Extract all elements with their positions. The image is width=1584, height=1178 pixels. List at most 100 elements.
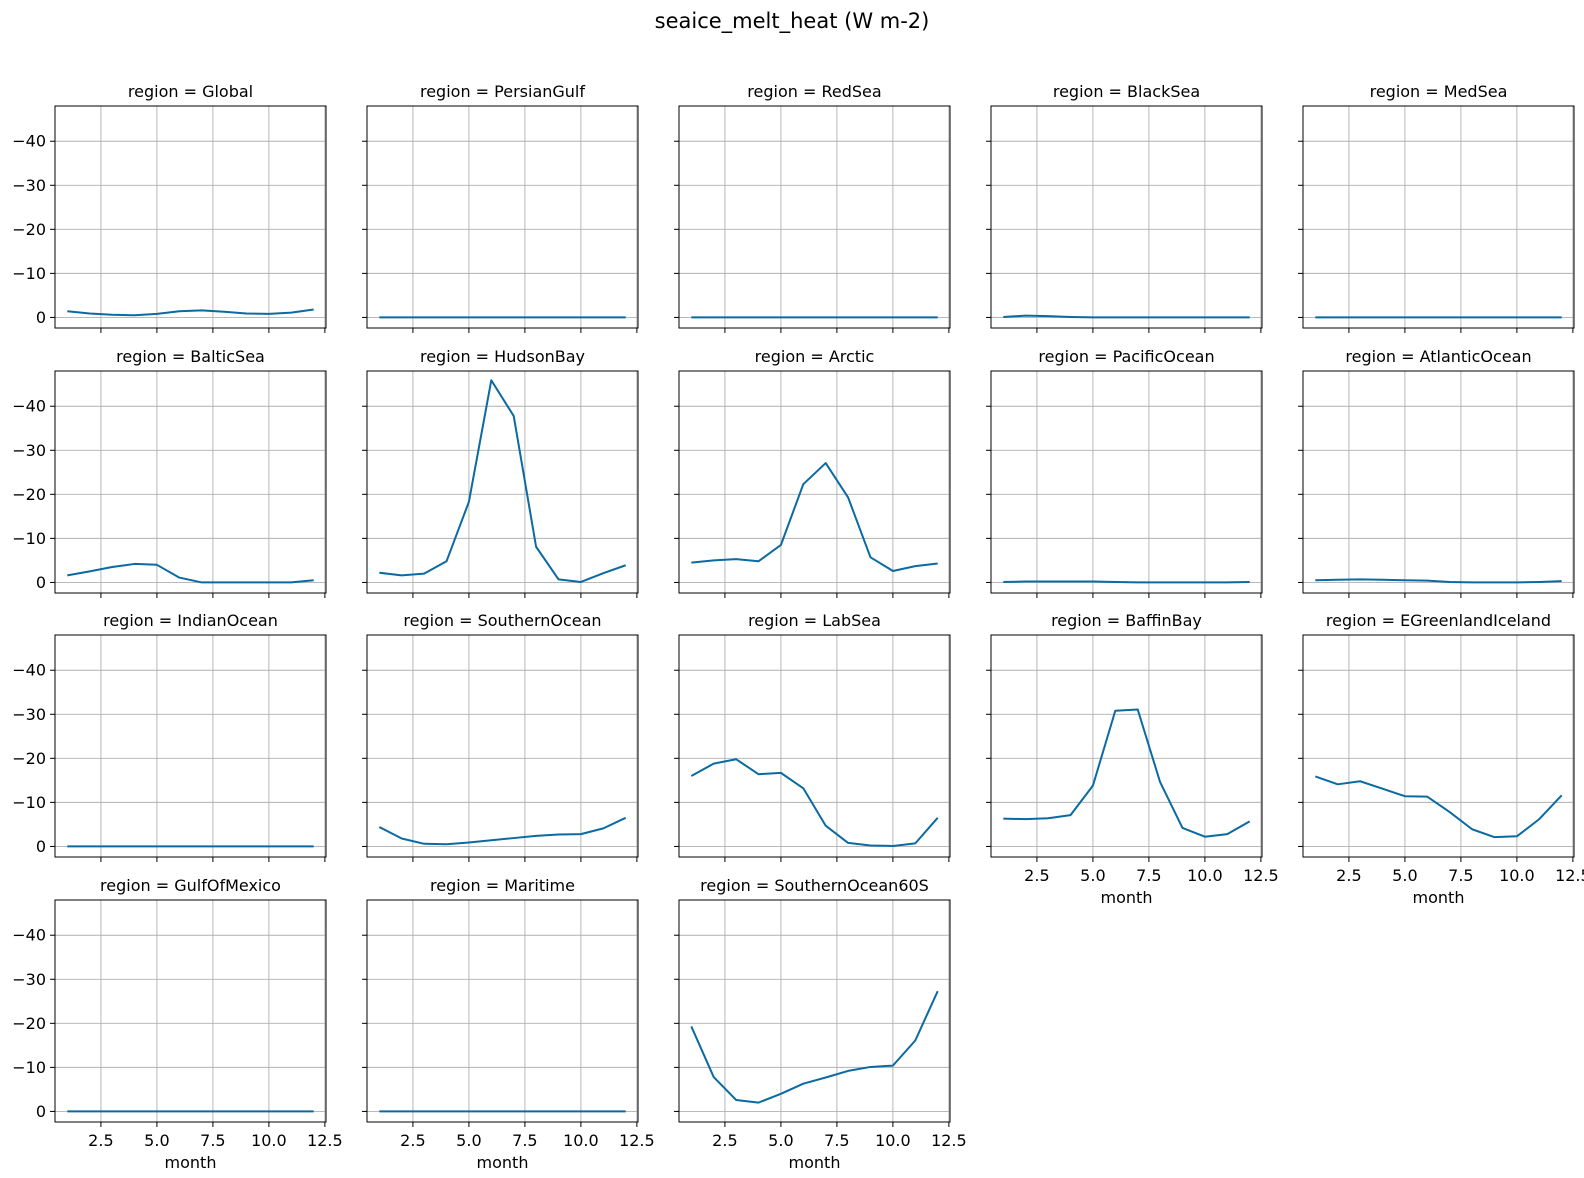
y-tick-label: −20 <box>12 1014 46 1033</box>
panel-title: region = Arctic <box>755 347 875 366</box>
x-axis-label: month <box>1101 888 1153 907</box>
x-tick-label: 2.5 <box>712 1131 737 1150</box>
series-line-HudsonBay <box>379 379 627 583</box>
panel-Arctic: region = Arctic <box>674 347 951 598</box>
y-tick-label: −30 <box>12 705 46 724</box>
y-tick-label: −40 <box>12 926 46 945</box>
axes-frame <box>678 899 951 1123</box>
x-tick-label: 5.0 <box>144 1131 169 1150</box>
x-tick-label: 7.5 <box>824 1131 849 1150</box>
axes-frame <box>54 105 327 329</box>
axes-frame <box>366 370 639 594</box>
panel-RedSea: region = RedSea <box>674 82 951 333</box>
x-tick-label: 12.5 <box>1243 866 1279 885</box>
x-tick-label: 2.5 <box>1024 866 1049 885</box>
x-tick-label: 7.5 <box>1136 866 1161 885</box>
panel-PersianGulf: region = PersianGulf <box>362 82 639 333</box>
y-tick-label: −10 <box>12 529 46 548</box>
panel-BalticSea: region = BalticSea −40 −30 −20 −10 0 <box>12 347 327 598</box>
chart-title: seaice_melt_heat (W m-2) <box>655 9 930 34</box>
y-tick-label: −40 <box>12 132 46 151</box>
y-tick-label: 0 <box>36 837 46 856</box>
panel-Maritime: region = Maritime 2.5 5.0 7.5 10.0 12.5 month <box>362 876 655 1172</box>
panel-PacificOcean: region = PacificOcean <box>986 347 1263 598</box>
series-line-Global <box>67 308 314 317</box>
y-tick-label: −40 <box>12 397 46 416</box>
panel-EGreenlandIceland: region = EGreenlandIceland 2.5 5.0 7.5 10.0 1… <box>1298 611 1584 907</box>
axes-frame <box>678 105 951 329</box>
axes-frame <box>990 105 1263 329</box>
x-tick-label: 2.5 <box>1336 866 1361 885</box>
y-tick-label: −10 <box>12 264 46 283</box>
series-line-BlackSea <box>1003 314 1250 319</box>
x-tick-label: 5.0 <box>1080 866 1105 885</box>
panel-title: region = PacificOcean <box>1038 347 1214 366</box>
x-tick-label: 5.0 <box>768 1131 793 1150</box>
panel-title: region = IndianOcean <box>103 611 278 630</box>
series-line-BalticSea <box>67 562 314 584</box>
axes-frame <box>54 899 327 1123</box>
panel-LabSea: region = LabSea <box>674 611 951 862</box>
series-line-PacificOcean <box>1003 580 1250 584</box>
series-line-SouthernOcean <box>378 816 627 846</box>
axes-frame <box>1302 105 1575 329</box>
x-axis-label: month <box>477 1153 529 1172</box>
y-tick-label: 0 <box>36 1102 46 1121</box>
x-axis-label: month <box>165 1153 217 1172</box>
panel-title: region = Maritime <box>430 876 575 895</box>
x-tick-label: 12.5 <box>1555 866 1584 885</box>
x-tick-label: 2.5 <box>400 1131 425 1150</box>
x-axis-label: month <box>1413 888 1465 907</box>
axes-frame <box>1302 370 1575 594</box>
x-tick-label: 10.0 <box>875 1131 911 1150</box>
axes-frame <box>990 634 1263 858</box>
panel-title: region = HudsonBay <box>420 347 585 366</box>
y-tick-label: −40 <box>12 661 46 680</box>
y-tick-label: −30 <box>12 970 46 989</box>
series-line-LabSea <box>690 758 939 847</box>
panel-BaffinBay: region = BaffinBay 2.5 5.0 7.5 10.0 12.5 month <box>986 611 1279 907</box>
panel-title: region = GulfOfMexico <box>100 876 281 895</box>
panel-AtlanticOcean: region = AtlanticOcean <box>1298 347 1575 598</box>
panel-title: region = BalticSea <box>116 347 265 366</box>
panel-SouthernOcean: region = SouthernOcean <box>362 611 639 862</box>
y-tick-label: −20 <box>12 485 46 504</box>
series-line-EGreenlandIceland <box>1314 775 1563 839</box>
x-tick-label: 12.5 <box>931 1131 967 1150</box>
series-line-AtlanticOcean <box>1315 578 1562 584</box>
panel-title: region = RedSea <box>747 82 881 101</box>
y-tick-label: −30 <box>12 176 46 195</box>
x-tick-label: 2.5 <box>88 1131 113 1150</box>
axes-frame <box>54 370 327 594</box>
axes-frame <box>678 634 951 858</box>
axes-frame <box>54 634 327 858</box>
x-tick-label: 12.5 <box>307 1131 343 1150</box>
panel-HudsonBay: region = HudsonBay <box>362 347 639 598</box>
panel-title: region = EGreenlandIceland <box>1326 611 1551 630</box>
x-tick-label: 10.0 <box>251 1131 287 1150</box>
panel-SouthernOcean60S: region = SouthernOcean60S 2.5 5.0 7.5 10.0 12… <box>674 876 967 1172</box>
panel-title: region = BlackSea <box>1053 82 1200 101</box>
panel-title: region = MedSea <box>1370 82 1508 101</box>
axes-frame <box>366 634 639 858</box>
panel-title: region = SouthernOcean60S <box>700 876 929 895</box>
panel-title: region = AtlanticOcean <box>1345 347 1531 366</box>
series-line-Arctic <box>691 462 938 572</box>
panel-title: region = PersianGulf <box>420 82 585 101</box>
panel-title: region = Global <box>128 82 253 101</box>
x-tick-label: 10.0 <box>1499 866 1535 885</box>
panel-title: region = BaffinBay <box>1051 611 1202 630</box>
panel-title: region = SouthernOcean <box>403 611 601 630</box>
axes-frame <box>678 370 951 594</box>
x-tick-label: 12.5 <box>619 1131 655 1150</box>
y-tick-label: −10 <box>12 793 46 812</box>
axes-frame <box>366 899 639 1123</box>
x-tick-label: 7.5 <box>512 1131 537 1150</box>
x-tick-label: 7.5 <box>1448 866 1473 885</box>
panel-title: region = LabSea <box>748 611 881 630</box>
y-tick-label: 0 <box>36 573 46 592</box>
x-tick-label: 10.0 <box>1187 866 1223 885</box>
y-tick-label: −20 <box>12 749 46 768</box>
y-tick-label: −30 <box>12 441 46 460</box>
